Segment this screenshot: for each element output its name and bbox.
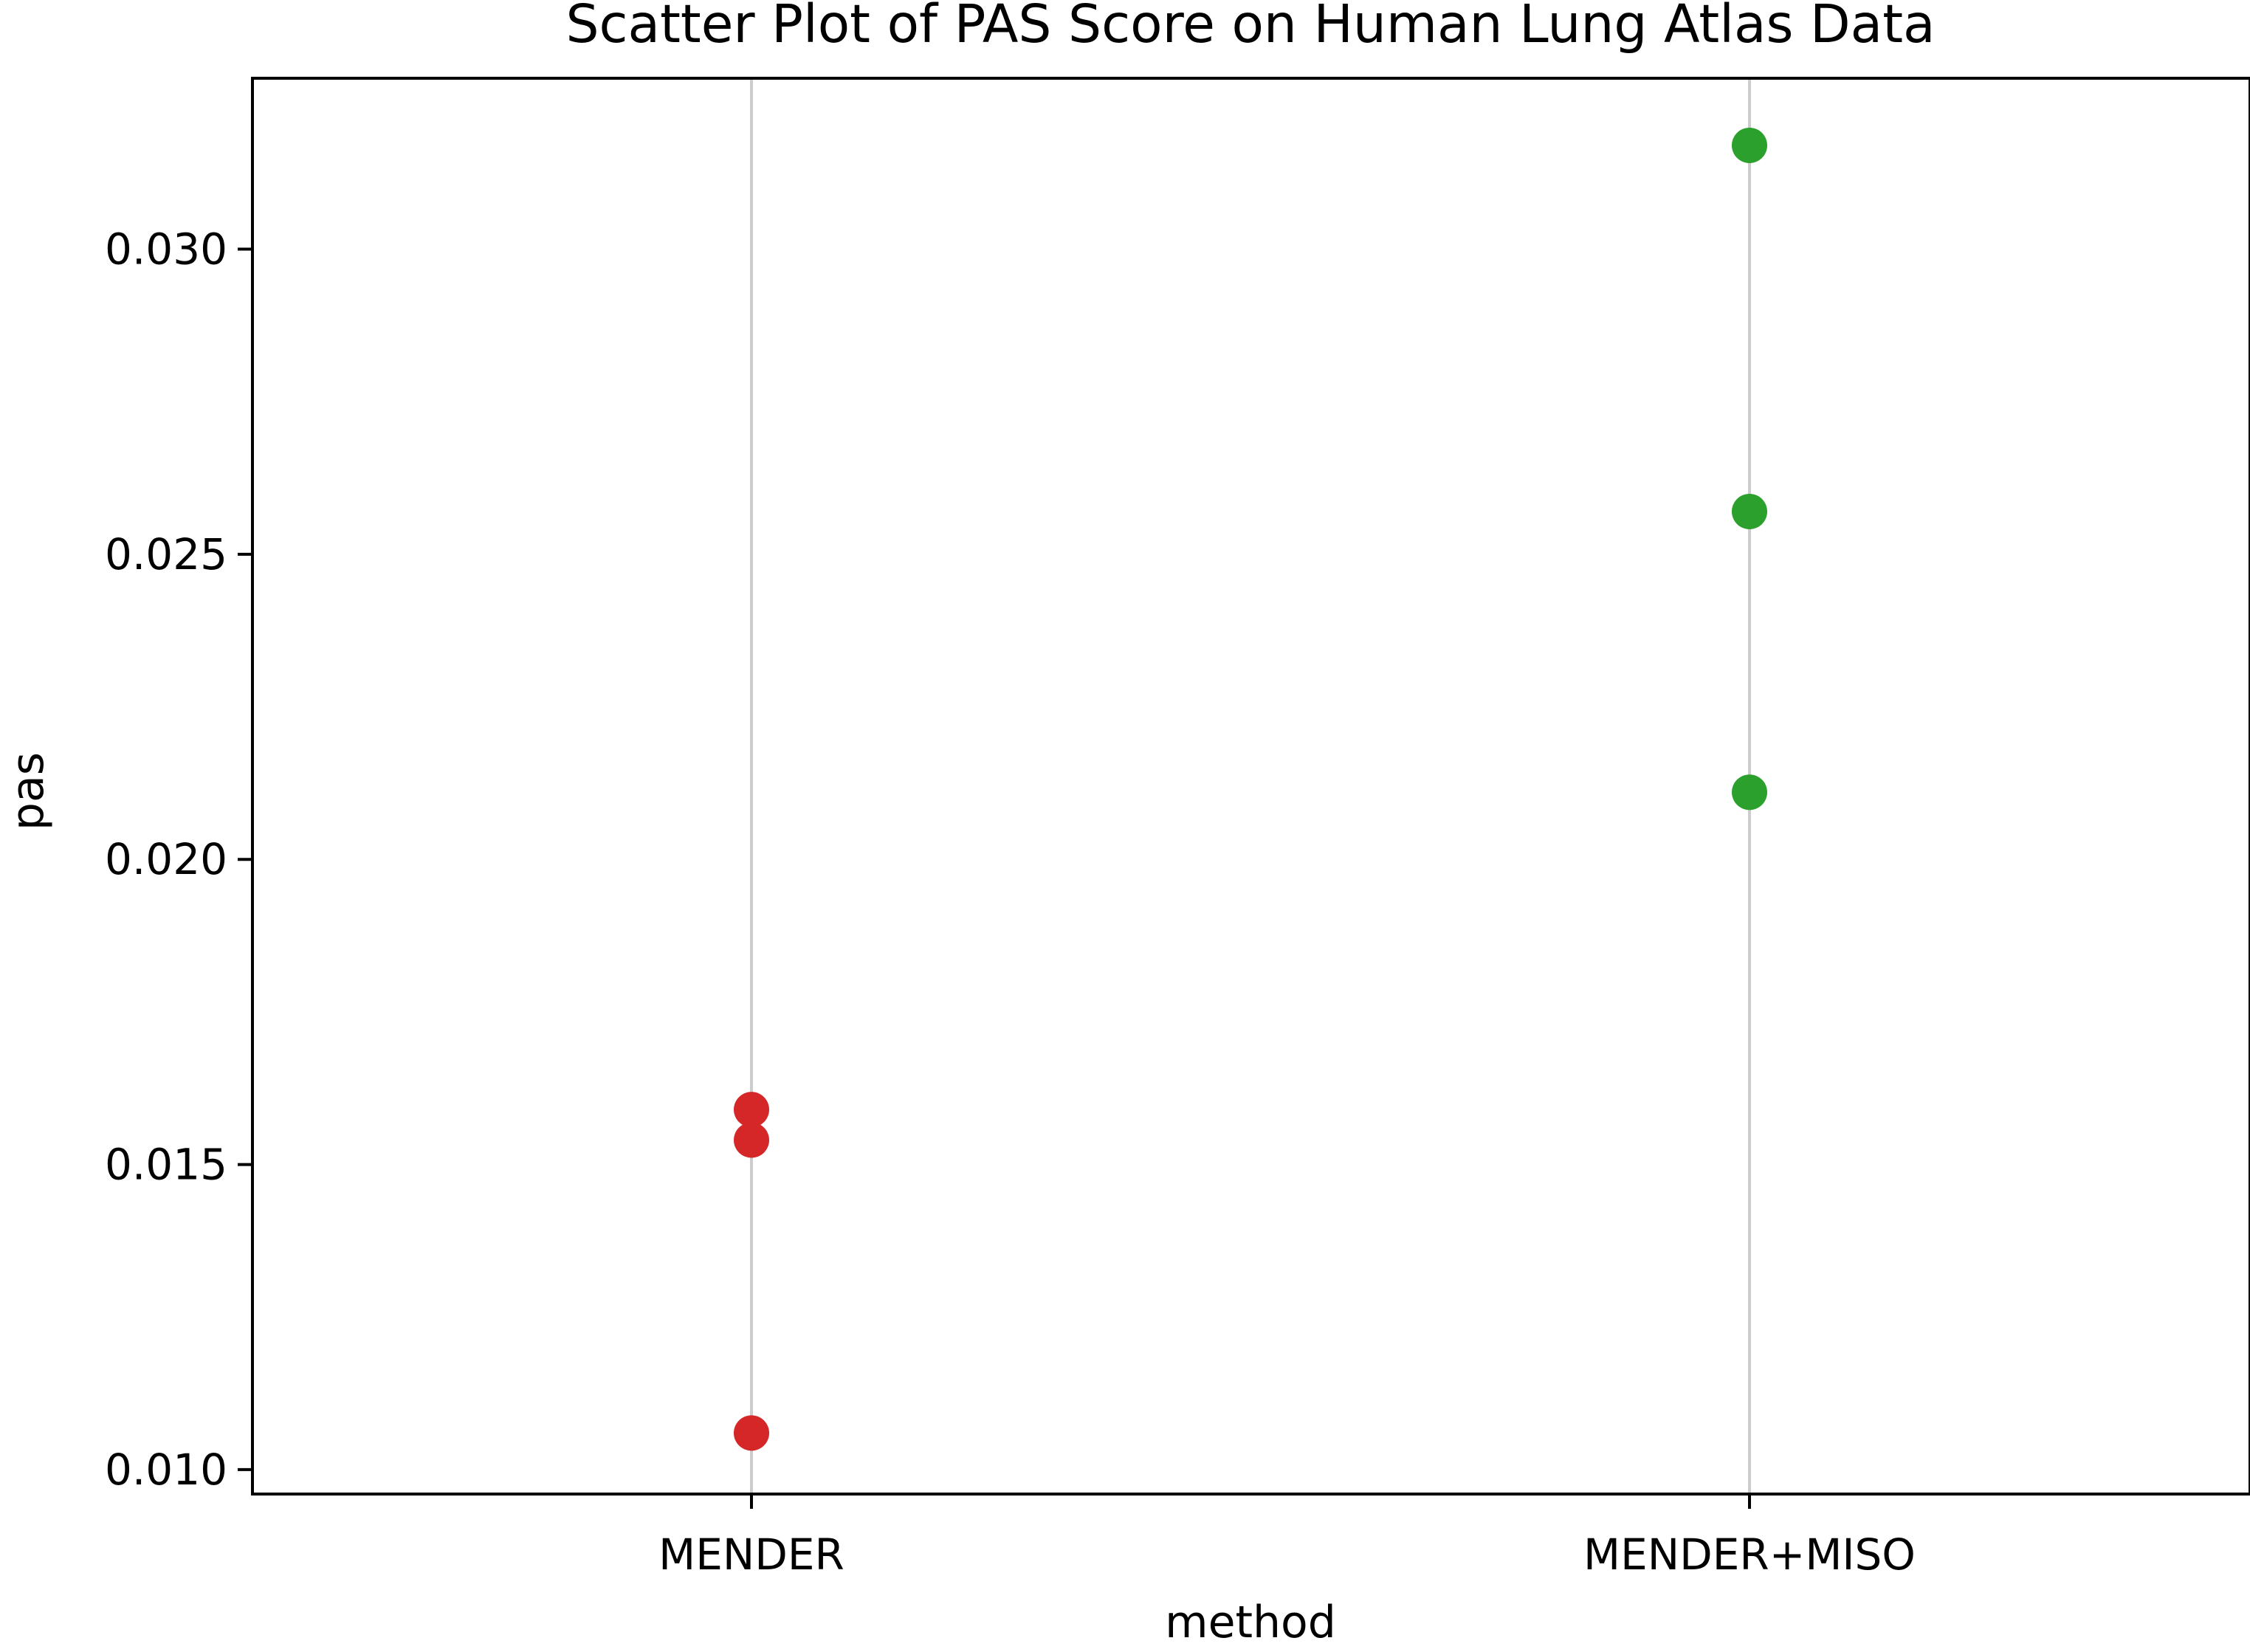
data-point-1: [734, 1092, 769, 1128]
data-point-3: [734, 1415, 769, 1451]
y-tick-label-1: 0.010: [105, 1445, 227, 1495]
y-tick-label-5: 0.030: [105, 224, 227, 274]
y-tick-label-2: 0.015: [105, 1140, 227, 1190]
y-axis: 0.010 0.015 0.020 0.025 0.030: [105, 224, 252, 1495]
x-tick-label-2: MENDER+MISO: [1583, 1529, 1916, 1580]
y-axis-label: pas: [2, 752, 54, 830]
chart-title: Scatter Plot of PAS Score on Human Lung …: [565, 0, 1935, 55]
x-tick-label-1: MENDER: [658, 1529, 844, 1580]
plot-frame: [251, 77, 2250, 1496]
data-point-5: [1732, 493, 1767, 529]
y-tick-label-3: 0.020: [105, 834, 227, 884]
x-axis-label: method: [1165, 1597, 1336, 1648]
y-tick-label-4: 0.025: [105, 529, 227, 579]
data-point-6: [1732, 774, 1767, 810]
data-point-2: [734, 1122, 769, 1158]
x-axis: MENDER MENDER+MISO: [658, 1494, 1916, 1580]
data-point-4: [1732, 127, 1767, 163]
data-points: [734, 127, 1767, 1451]
